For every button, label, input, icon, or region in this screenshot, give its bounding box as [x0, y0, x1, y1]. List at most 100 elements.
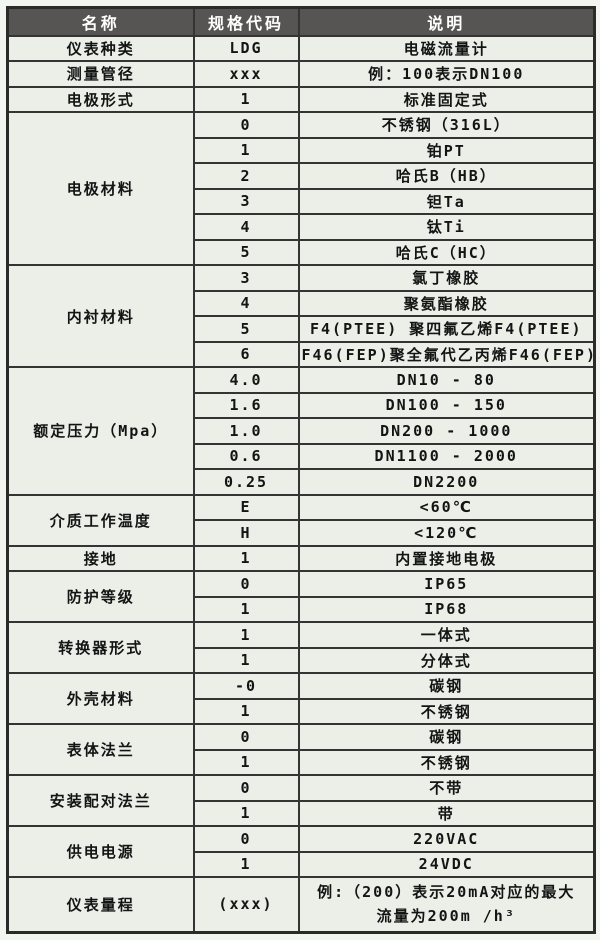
code-cell: 1	[192, 646, 300, 674]
desc-cell: 碳钢	[297, 672, 596, 700]
code-cell: 1	[192, 748, 300, 776]
code-cell: 4	[192, 289, 300, 317]
group-name-cell: 转换器形式	[6, 621, 195, 674]
table-row: 4 聚氨酯橡胶	[8, 289, 596, 317]
desc-cell: 哈氏B（HB）	[297, 162, 596, 190]
code-cell: 3	[192, 264, 300, 292]
code-cell: 4	[192, 213, 300, 241]
desc-cell: 电磁流量计	[297, 34, 596, 62]
header-row: 名称 规格代码 说明	[6, 6, 596, 37]
code-cell: 1	[192, 85, 300, 113]
group-name-cell: 外壳材料	[6, 672, 195, 725]
desc-cell: <120℃	[297, 519, 596, 547]
desc-cell: IP68	[297, 595, 596, 623]
desc-cell: 例:（200）表示20mA对应的最大 流量为200m /h³	[297, 876, 596, 933]
group-name-cell: 电极材料	[6, 111, 195, 266]
code-cell: 1	[192, 799, 300, 827]
desc-cell: F46(FEP)聚全氟代乙丙烯F46(FEP)	[297, 340, 596, 368]
code-cell: 1	[192, 697, 300, 725]
code-cell: 1	[192, 136, 300, 164]
code-cell: 0	[192, 111, 300, 139]
code-cell: 6	[192, 340, 300, 368]
code-cell: H	[192, 519, 300, 547]
desc-cell: 氯丁橡胶	[297, 264, 596, 292]
flowmeter-spec-table: 名称 规格代码 说明 仪表种类 LDG 电磁流量计 测量管径 xxx 例：100…	[6, 6, 596, 934]
desc-cell: 聚氨酯橡胶	[297, 289, 596, 317]
table-row: 0.6 DN1100 - 2000	[8, 442, 596, 470]
table-row: 1 不锈钢	[8, 748, 596, 776]
code-cell: 0.25	[192, 468, 300, 496]
code-cell: 1	[192, 544, 300, 572]
table-row: 电极材料 0 不锈钢（316L）	[6, 111, 596, 266]
desc-cell: 不锈钢（316L）	[297, 111, 596, 139]
desc-cell: 不锈钢	[297, 697, 596, 725]
desc-line-1: 例:（200）表示20mA对应的最大	[317, 883, 576, 902]
desc-cell: 不带	[297, 774, 596, 802]
group-name-cell: 表体法兰	[6, 723, 195, 776]
desc-cell: 分体式	[297, 646, 596, 674]
desc-cell: 碳钢	[297, 723, 596, 751]
code-cell: 1	[192, 595, 300, 623]
group-name-cell: 接地	[6, 544, 195, 572]
table-row: 测量管径 xxx 例：100表示DN100	[6, 60, 596, 88]
code-cell: 1.0	[192, 417, 300, 445]
desc-cell: <60℃	[297, 493, 596, 521]
code-cell: 2	[192, 162, 300, 190]
desc-cell: 220VAC	[297, 825, 596, 853]
code-cell: 5	[192, 315, 300, 343]
code-cell: -0	[192, 672, 300, 700]
group-name-cell: 电极形式	[6, 85, 195, 113]
table-row: 1 24VDC	[8, 850, 596, 878]
desc-cell: 一体式	[297, 621, 596, 649]
table-row: 表体法兰 0 碳钢	[6, 723, 596, 776]
code-cell: E	[192, 493, 300, 521]
table-row: 防护等级 0 IP65	[6, 570, 596, 623]
group-name-cell: 防护等级	[6, 570, 195, 623]
desc-cell: DN1100 - 2000	[297, 442, 596, 470]
table-row: 1 分体式	[8, 646, 596, 674]
code-cell: 0	[192, 774, 300, 802]
table-row: 4 钛Ti	[8, 213, 596, 241]
group-name-cell: 介质工作温度	[6, 493, 195, 547]
table-row: 5 F4(PTEE) 聚四氟乙烯F4(PTEE)	[8, 315, 596, 343]
desc-cell: IP65	[297, 570, 596, 598]
desc-cell: 带	[297, 799, 596, 827]
code-cell: 1	[192, 621, 300, 649]
code-cell: 0.6	[192, 442, 300, 470]
desc-cell: 24VDC	[297, 850, 596, 878]
table-row: 5 哈氏C（HC）	[8, 238, 596, 266]
desc-cell: 例：100表示DN100	[297, 60, 596, 88]
table-row: 外壳材料 -0 碳钢	[6, 672, 596, 725]
table-row: H <120℃	[8, 519, 596, 547]
group-name-cell: 安装配对法兰	[6, 774, 195, 827]
desc-cell: 哈氏C（HC）	[297, 238, 596, 266]
code-cell: 5	[192, 238, 300, 266]
table-row: 转换器形式 1 一体式	[6, 621, 596, 674]
table-row: 电极形式 1 标准固定式	[6, 85, 596, 113]
desc-cell: 内置接地电极	[297, 544, 596, 572]
desc-cell: 钽Ta	[297, 187, 596, 215]
code-cell: 1.6	[192, 391, 300, 419]
desc-cell: DN200 - 1000	[297, 417, 596, 445]
code-cell: LDG	[192, 34, 300, 62]
desc-cell: 钛Ti	[297, 213, 596, 241]
table-row: 额定压力（Mpa） 4.0 DN10 - 80	[6, 366, 596, 496]
table-row: 3 钽Ta	[8, 187, 596, 215]
group-name-cell: 仪表量程	[6, 876, 195, 933]
table-row: 仪表种类 LDG 电磁流量计	[6, 34, 596, 62]
column-header-name: 名称	[6, 6, 195, 37]
desc-cell: DN10 - 80	[297, 366, 596, 394]
table-row: 6 F46(FEP)聚全氟代乙丙烯F46(FEP)	[8, 340, 596, 368]
desc-cell: F4(PTEE) 聚四氟乙烯F4(PTEE)	[297, 315, 596, 343]
group-name-cell: 仪表种类	[6, 34, 195, 62]
code-cell: 0	[192, 723, 300, 751]
table-row: 内衬材料 3 氯丁橡胶	[6, 264, 596, 368]
code-cell: xxx	[192, 60, 300, 88]
desc-line-2: 流量为200m /h³	[376, 907, 516, 926]
code-cell: 1	[192, 850, 300, 878]
code-cell: 0	[192, 825, 300, 853]
table-row: 接地 1 内置接地电极	[6, 544, 596, 572]
desc-cell: DN100 - 150	[297, 391, 596, 419]
group-name-cell: 供电电源	[6, 825, 195, 878]
